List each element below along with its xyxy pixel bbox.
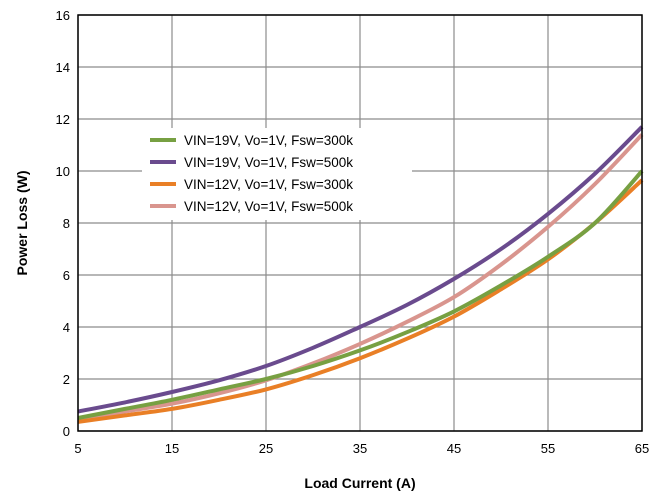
legend: VIN=19V, Vo=1V, Fsw=300k VIN=19V, Vo=1V, … [142,128,412,220]
x-tick-label: 65 [635,441,649,456]
series-line-3 [77,178,644,424]
y-axis-title: Power Loss (W) [14,170,30,275]
y-tick-label: 12 [56,112,70,127]
series-line-2 [77,125,644,414]
series-line-1 [77,169,644,420]
legend-label: VIN=12V, Vo=1V, Fsw=500k [184,199,353,214]
y-tick-label: 4 [63,320,70,335]
grid-lines [77,14,643,432]
y-tick-label: 2 [63,372,70,387]
x-tick-label: 5 [74,441,81,456]
x-axis-title: Load Current (A) [304,475,415,491]
y-tick-label: 10 [56,164,70,179]
x-tick-label: 45 [447,441,461,456]
series-line-4 [77,133,644,422]
series-lines [77,125,644,424]
y-tick-label: 8 [63,216,70,231]
legend-label: VIN=12V, Vo=1V, Fsw=300k [184,177,353,192]
x-tick-label: 25 [259,441,273,456]
plot-frame [77,14,643,432]
legend-label: VIN=19V, Vo=1V, Fsw=500k [184,155,353,170]
y-tick-label: 14 [56,60,70,75]
y-tick-label: 16 [56,8,70,23]
y-tick-label: 0 [63,424,70,439]
x-tick-label: 55 [541,441,555,456]
x-tick-label: 15 [165,441,179,456]
legend-label: VIN=19V, Vo=1V, Fsw=300k [184,133,353,148]
legend-background [142,128,412,220]
y-tick-label: 6 [63,268,70,283]
x-axis-ticks: 5 15 25 35 45 55 65 [74,441,649,456]
x-tick-label: 35 [353,441,367,456]
y-axis-ticks: 0 2 4 6 8 10 12 14 16 [56,8,70,439]
